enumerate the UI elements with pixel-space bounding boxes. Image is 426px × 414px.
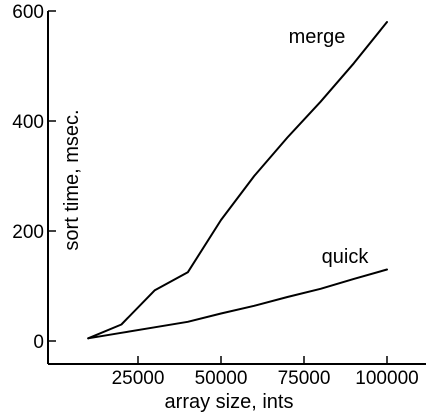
y-tick-label: 600 (12, 2, 44, 23)
y-tick-label: 400 (12, 112, 44, 133)
x-ticks: 25000 50000 75000 100000 (112, 356, 419, 389)
y-axis-label: sort time, msec. (61, 109, 83, 250)
series-lines (87, 21, 388, 340)
y-ticks: 0 200 400 600 (12, 2, 56, 353)
axes (47, 11, 426, 365)
x-tick-label: 75000 (278, 368, 331, 389)
y-tick-label: 0 (33, 332, 44, 353)
x-tick-label: 50000 (195, 368, 248, 389)
x-axis-label: array size, ints (165, 391, 294, 413)
x-tick-label: 100000 (355, 368, 418, 389)
y-tick-label: 200 (12, 222, 44, 243)
series-labels: merge quick (289, 26, 370, 268)
series-line-merge (87, 21, 388, 340)
series-line-quick (87, 268, 388, 340)
x-tick-label: 25000 (112, 368, 165, 389)
series-label-quick: quick (322, 246, 370, 268)
series-label-merge: merge (289, 26, 346, 48)
